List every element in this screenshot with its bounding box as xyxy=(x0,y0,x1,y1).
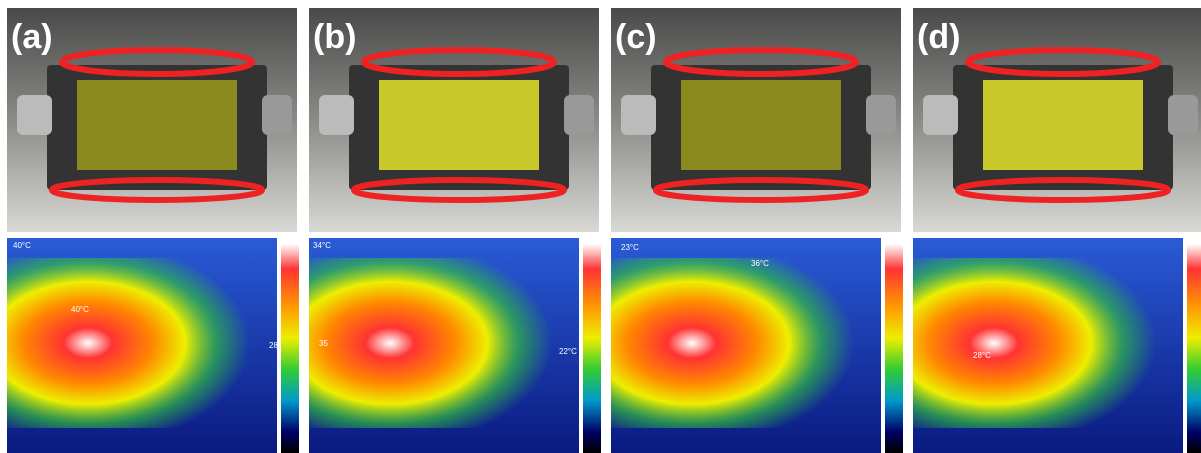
temp-label: 36°C xyxy=(751,259,769,268)
temp-label: 28 xyxy=(269,341,278,350)
temp-label: 23°C xyxy=(621,243,639,252)
connector xyxy=(262,95,292,135)
temp-label: 28°C xyxy=(973,351,991,360)
temp-label: 34°C xyxy=(313,241,331,250)
electrolyte xyxy=(681,80,841,170)
panel-label: (d) xyxy=(917,18,960,56)
heat xyxy=(611,258,881,428)
colorbar xyxy=(583,244,601,453)
panel-label: (b) xyxy=(313,18,356,56)
temp-label: 40°C xyxy=(71,305,89,314)
temp-label: 40°C xyxy=(13,241,31,250)
heat xyxy=(309,258,579,428)
clamp xyxy=(351,177,567,203)
clamp xyxy=(965,47,1161,77)
panel: (b) 34°C 35 22°C xyxy=(309,8,601,453)
electrolyte xyxy=(379,80,539,170)
colorbar xyxy=(1187,244,1201,453)
panel: (d) 28°C xyxy=(913,8,1201,453)
connector xyxy=(866,95,896,135)
panel-label: (a) xyxy=(11,18,53,56)
connector xyxy=(564,95,594,135)
clamp xyxy=(955,177,1171,203)
colorbar xyxy=(281,244,299,453)
panel-label: (c) xyxy=(615,18,657,56)
heat xyxy=(7,258,277,428)
heat xyxy=(913,258,1183,428)
clamp xyxy=(59,47,255,77)
panel: (a) 40°C 40°C 28 xyxy=(7,8,299,453)
connector xyxy=(17,95,52,135)
connector xyxy=(1168,95,1198,135)
electrolyte xyxy=(77,80,237,170)
clamp xyxy=(653,177,869,203)
panel: (c) 23°C 36°C xyxy=(611,8,903,453)
connector xyxy=(621,95,656,135)
electrolyte xyxy=(983,80,1143,170)
temp-label: 22°C xyxy=(559,347,577,356)
clamp xyxy=(663,47,859,77)
temp-label: 35 xyxy=(319,339,328,348)
connector xyxy=(923,95,958,135)
clamp xyxy=(361,47,557,77)
connector xyxy=(319,95,354,135)
colorbar xyxy=(885,244,903,453)
clamp xyxy=(49,177,265,203)
